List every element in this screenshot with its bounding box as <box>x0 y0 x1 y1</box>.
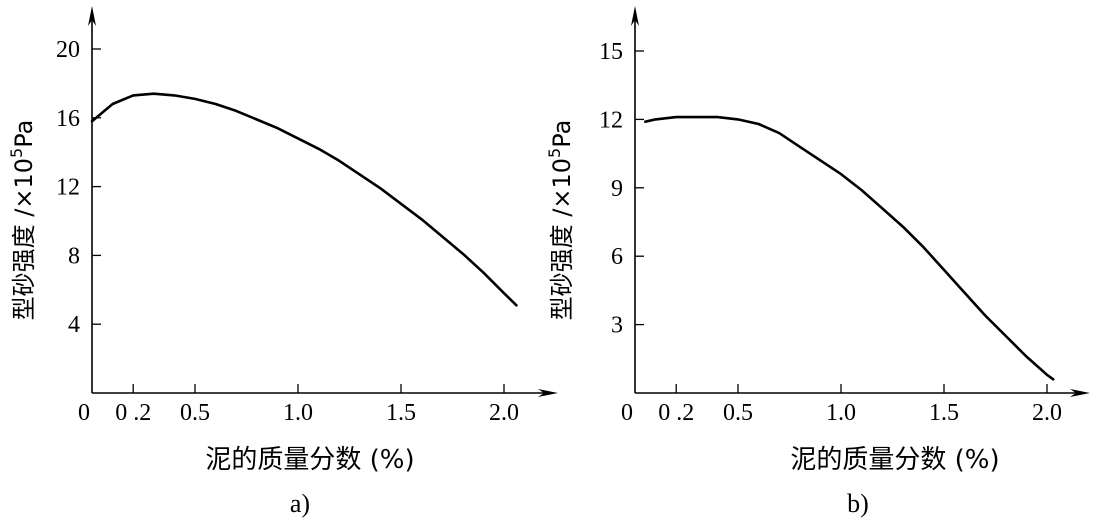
y-axis-label: 型砂强度 /×105Pa <box>545 120 576 321</box>
y-axis-label-text: 型砂强度 /×10 <box>10 158 38 320</box>
chart-panel-a: 0 0 .2 0.5 1.0 1.5 2.0 4 8 12 16 20 型砂强度 /×105Pa 泥的质… <box>7 6 558 518</box>
y-axis-arrow <box>631 6 639 26</box>
series-line <box>90 92 518 307</box>
x-tick-label: 1.5 <box>386 400 416 426</box>
y-axis-label-unit: Pa <box>548 120 576 148</box>
y-axis-arrow <box>88 6 96 26</box>
x-tick-label: 1.0 <box>826 400 856 426</box>
x-tick-label: 1.5 <box>929 400 959 426</box>
x-tick-label: 0 <box>78 400 90 426</box>
x-tick-label: 0 .2 <box>115 400 151 426</box>
y-tick-label: 6 <box>611 244 623 270</box>
y-axis-label-unit: Pa <box>10 120 38 148</box>
x-tick-label: 0.5 <box>723 400 753 426</box>
series-line <box>644 115 1055 381</box>
x-axis-arrow <box>1070 389 1090 397</box>
x-axis-label: 泥的质量分数 (%) <box>790 445 999 475</box>
y-tick-label: 12 <box>56 175 80 201</box>
x-axis-arrow <box>538 389 558 397</box>
y-tick-label: 16 <box>56 106 80 132</box>
y-tick-label: 12 <box>599 107 623 133</box>
y-tick-label: 20 <box>56 37 80 63</box>
panel-label: b) <box>847 489 869 518</box>
y-axis-label: 型砂强度 /×105Pa <box>7 120 38 321</box>
y-tick-label: 4 <box>68 312 80 338</box>
y-tick-label: 8 <box>68 243 80 269</box>
y-tick-label: 15 <box>599 39 623 65</box>
y-tick-label: 3 <box>611 313 623 339</box>
y-axis-label-exponent: 5 <box>7 148 26 158</box>
x-tick-label: 0 .2 <box>658 400 694 426</box>
x-tick-label: 2.0 <box>1032 400 1062 426</box>
x-tick-label: 1.0 <box>283 400 313 426</box>
chart-panel-b: 0 0 .2 0.5 1.0 1.5 2.0 3 6 9 12 15 型砂强度 /×105Pa 泥的质量… <box>545 6 1090 518</box>
x-tick-label: 0 <box>621 400 633 426</box>
y-axis-label-exponent: 5 <box>545 148 564 158</box>
panel-label: a) <box>290 489 310 518</box>
y-tick-label: 9 <box>611 176 623 202</box>
y-axis-label-text: 型砂强度 /×10 <box>548 158 576 320</box>
x-tick-label: 2.0 <box>489 400 519 426</box>
x-axis-label: 泥的质量分数 (%) <box>205 445 414 475</box>
x-tick-label: 0.5 <box>180 400 210 426</box>
